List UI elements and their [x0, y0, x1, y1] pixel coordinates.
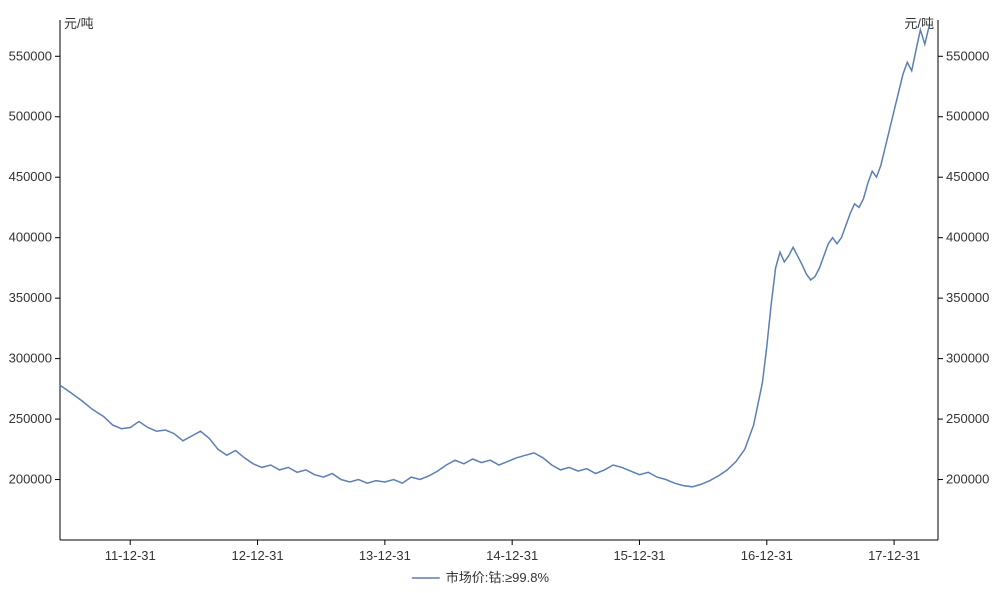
- y-tick-label-right: 250000: [946, 411, 989, 426]
- x-tick-label: 12-12-31: [232, 548, 284, 563]
- x-tick-label: 15-12-31: [613, 548, 665, 563]
- y-tick-label-left: 250000: [9, 411, 52, 426]
- y-tick-label-left: 550000: [9, 48, 52, 63]
- y-tick-label-right: 550000: [946, 48, 989, 63]
- legend-label: 市场价:钴:≥99.8%: [446, 570, 550, 585]
- y-tick-label-right: 500000: [946, 109, 989, 124]
- y-tick-label-right: 350000: [946, 290, 989, 305]
- y-tick-label-left: 300000: [9, 351, 52, 366]
- y-tick-label-left: 450000: [9, 169, 52, 184]
- y-tick-label-left: 400000: [9, 230, 52, 245]
- chart-container: 200000 200000 250000 250000 300000 300000 3500…: [0, 0, 998, 593]
- x-tick-label: 13-12-31: [359, 548, 411, 563]
- y-unit-right: 元/吨: [904, 16, 934, 31]
- x-tick-label: 14-12-31: [486, 548, 538, 563]
- x-tick-label: 11-12-31: [105, 548, 156, 563]
- series-line: [60, 26, 929, 487]
- y-tick-label-right: 200000: [946, 472, 989, 487]
- y-tick-label-right: 450000: [946, 169, 989, 184]
- y-tick-label-left: 500000: [9, 109, 52, 124]
- line-chart: 200000 200000 250000 250000 300000 300000 3500…: [0, 0, 998, 593]
- x-tick-label: 16-12-31: [741, 548, 793, 563]
- y-tick-label-left: 200000: [9, 472, 52, 487]
- y-unit-left: 元/吨: [64, 16, 94, 31]
- y-tick-label-right: 400000: [946, 230, 989, 245]
- y-tick-label-right: 300000: [946, 351, 989, 366]
- x-tick-label: 17-12-31: [868, 548, 920, 563]
- y-tick-label-left: 350000: [9, 290, 52, 305]
